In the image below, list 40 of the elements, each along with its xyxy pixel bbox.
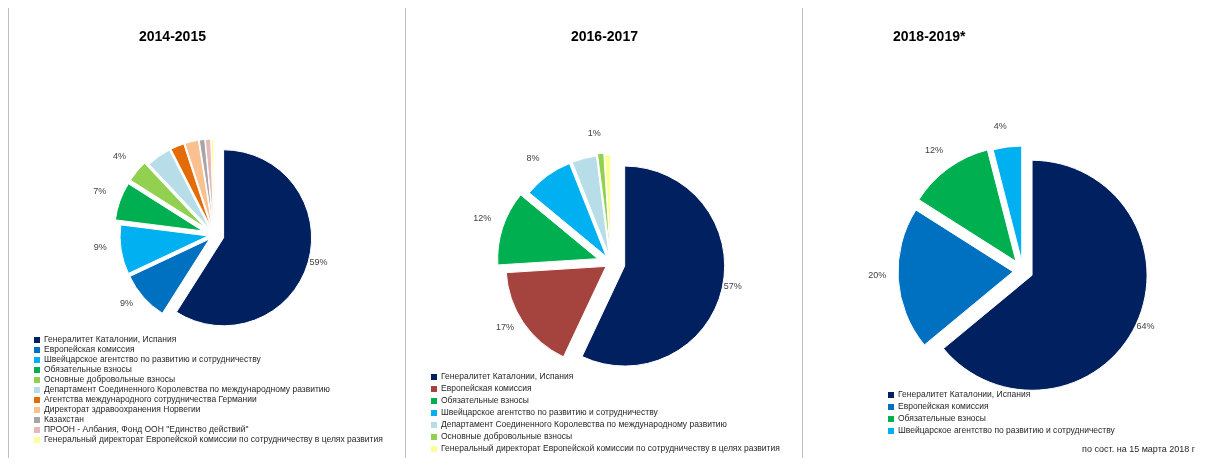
legend-label: Европейская комиссия [898,401,989,411]
chart-title: 2018-2019* [892,28,967,44]
data-label: 4% [993,121,1007,132]
legend-label: Европейская комиссия [44,344,135,354]
text: по сост. на 15 марта 2018 г [1082,444,1195,454]
legend-label: Европейская комиссия [441,383,532,393]
data-label: 9% [93,242,107,253]
legend-label: Департамент Соединенного Королевства по международному развитию [44,384,330,394]
data-label: 1% [587,127,601,138]
data-label: 59% [309,256,328,267]
legend-label: Обязательные взносы [441,395,529,405]
legend-label: Основные добровольные взносы [441,431,573,441]
data-label: 7% [93,185,107,196]
chart-title: 2016-2017 [570,28,639,44]
legend-label: Швейцарское агентство по развитию и сотрудничеству [898,425,1115,435]
legend-label: Швейцарское агентство по развитию и сотрудничеству [441,407,658,417]
data-label: 12% [473,212,492,223]
legend-label: Директорат здравоохранения Норвегии [44,404,201,414]
legend-label: Департамент Соединенного Королевства по международному развитию [441,419,727,429]
legend-label: Агентства международного сотрудничества Германии [44,394,257,404]
legend-label: ПРООН - Албания, Фонд ООН "Единство действий" [44,424,249,434]
legend-label: Казахстан [44,414,84,424]
data-label: 12% [924,145,943,156]
legend-label: Основные добровольные взносы [44,374,176,384]
data-label: 4% [113,151,127,162]
legend-label: Генеральный директорат Европейской комиссии по сотрудничеству в целях развития [441,443,780,453]
data-label: 17% [496,321,515,332]
data-label: 64% [1136,321,1155,332]
legend-label: Обязательные взносы [898,413,986,423]
data-label: 9% [119,297,133,308]
legend-label: Обязательные взносы [44,364,132,374]
legend-label: Генералитет Каталонии, Испания [898,389,1031,399]
legend-label: Швейцарское агентство по развитию и сотрудничеству [44,354,261,364]
data-label: 20% [868,269,887,280]
data-label: 8% [526,152,540,163]
legend-label: Генералитет Каталонии, Испания [441,371,574,381]
chart-title: 2014-2015 [138,28,207,44]
legend-label: Генеральный директорат Европейской комиссии по сотрудничеству в целях развития [44,434,383,444]
data-label: 57% [723,281,742,292]
legend-label: Генералитет Каталонии, Испания [44,334,177,344]
